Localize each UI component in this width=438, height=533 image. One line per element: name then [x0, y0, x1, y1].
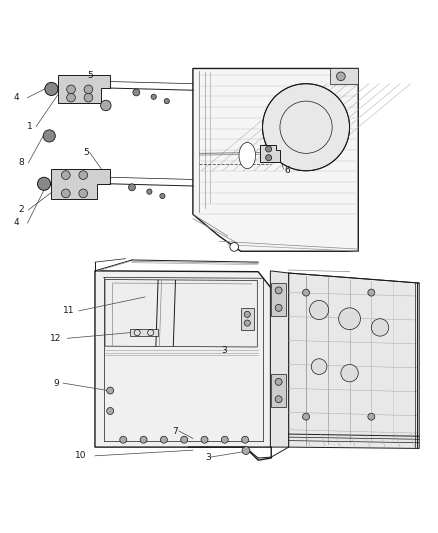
Circle shape	[107, 408, 114, 415]
Circle shape	[128, 184, 135, 191]
Circle shape	[242, 436, 249, 443]
Circle shape	[147, 189, 152, 194]
Polygon shape	[241, 308, 254, 329]
Circle shape	[371, 319, 389, 336]
Polygon shape	[193, 68, 358, 251]
Circle shape	[310, 301, 328, 320]
Circle shape	[201, 436, 208, 443]
Circle shape	[120, 436, 127, 443]
Circle shape	[244, 320, 251, 326]
Text: 4: 4	[14, 219, 19, 228]
Text: 10: 10	[75, 451, 87, 461]
Circle shape	[275, 304, 282, 311]
Circle shape	[140, 436, 147, 443]
Text: 6: 6	[284, 166, 290, 175]
Circle shape	[368, 413, 375, 420]
Polygon shape	[330, 68, 358, 84]
Circle shape	[181, 436, 187, 443]
Circle shape	[133, 89, 140, 96]
Circle shape	[61, 189, 70, 198]
Circle shape	[275, 287, 282, 294]
Text: 8: 8	[19, 158, 25, 167]
Circle shape	[107, 387, 114, 394]
Circle shape	[265, 155, 272, 161]
Circle shape	[275, 396, 282, 403]
Circle shape	[79, 171, 88, 180]
Polygon shape	[270, 271, 289, 447]
Circle shape	[303, 289, 310, 296]
Text: 7: 7	[172, 426, 178, 435]
Circle shape	[221, 436, 228, 443]
Circle shape	[339, 308, 360, 329]
Circle shape	[230, 243, 239, 251]
Circle shape	[43, 130, 55, 142]
Polygon shape	[271, 282, 286, 316]
Text: 2: 2	[19, 205, 25, 214]
Circle shape	[303, 413, 310, 420]
Text: 4: 4	[14, 93, 19, 102]
Circle shape	[67, 93, 75, 102]
Circle shape	[164, 99, 170, 104]
Circle shape	[244, 311, 251, 318]
Text: 3: 3	[205, 454, 211, 463]
Polygon shape	[51, 168, 110, 199]
Text: 5: 5	[88, 70, 93, 79]
Polygon shape	[130, 329, 158, 336]
Circle shape	[84, 85, 93, 94]
Circle shape	[61, 171, 70, 180]
Circle shape	[242, 447, 250, 455]
Circle shape	[160, 436, 167, 443]
Text: 9: 9	[53, 378, 60, 387]
Text: 12: 12	[50, 334, 61, 343]
Text: 5: 5	[83, 148, 89, 157]
Ellipse shape	[239, 142, 255, 168]
Circle shape	[265, 146, 272, 152]
Circle shape	[45, 83, 58, 95]
Circle shape	[160, 193, 165, 199]
Circle shape	[38, 177, 50, 190]
Circle shape	[67, 85, 75, 94]
Text: 1: 1	[27, 122, 32, 131]
Polygon shape	[260, 144, 280, 162]
Polygon shape	[58, 75, 110, 103]
Circle shape	[101, 100, 111, 111]
Polygon shape	[105, 279, 257, 347]
Circle shape	[368, 289, 375, 296]
Circle shape	[336, 72, 345, 80]
Text: 3: 3	[221, 345, 227, 354]
Circle shape	[311, 359, 327, 375]
Polygon shape	[289, 273, 419, 448]
Text: 11: 11	[63, 306, 75, 316]
Circle shape	[275, 378, 282, 385]
Polygon shape	[271, 374, 286, 407]
Circle shape	[84, 93, 93, 102]
Circle shape	[341, 365, 358, 382]
Polygon shape	[95, 271, 271, 447]
Circle shape	[262, 84, 350, 171]
Circle shape	[151, 94, 156, 99]
Circle shape	[79, 189, 88, 198]
